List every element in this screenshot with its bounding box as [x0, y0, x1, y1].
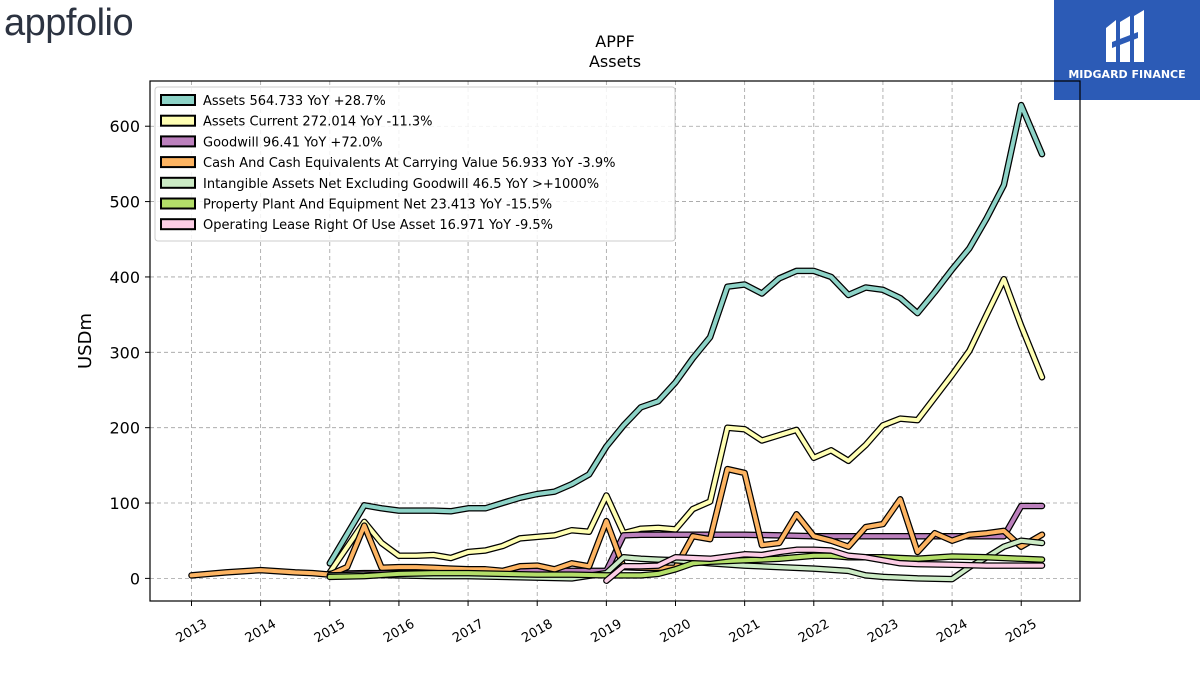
x-tick-label: 2021 [727, 617, 763, 647]
series-lines [188, 101, 1046, 584]
y-tick-label: 0 [130, 569, 140, 588]
y-axis-label: USDm [75, 313, 96, 369]
y-tick-label: 600 [109, 117, 140, 136]
midgard-finance-wordmark: MIDGARD FINANCE [1068, 68, 1186, 81]
y-tick-label: 500 [109, 193, 140, 212]
legend-swatch [160, 114, 196, 127]
series-line-outline [326, 275, 1046, 576]
x-tick-label: 2020 [658, 617, 694, 647]
legend-swatch [160, 218, 196, 231]
legend-entry: Property Plant And Equipment Net 23.413 … [203, 198, 552, 213]
x-tick-label: 2013 [174, 617, 210, 647]
midgard-emblem-icon [1106, 10, 1144, 62]
x-tick-label: 2023 [865, 617, 901, 647]
legend-entry: Cash And Cash Equivalents At Carrying Va… [203, 156, 615, 171]
y-tick-label: 200 [109, 419, 140, 438]
x-axis: 2013 2014 2015 2016 2017 2018 2019 2020 2021 2022… [174, 601, 1040, 646]
legend-swatch [160, 156, 196, 169]
legend-frame [154, 86, 676, 242]
y-tick-label: 300 [109, 343, 140, 362]
y-axis: 0 100 200 300 400 500 600 [109, 117, 150, 588]
legend-entry: Assets Current 272.014 YoY -11.3% [203, 115, 433, 130]
legend-entry: Intangible Assets Net Excluding Goodwill… [203, 177, 599, 192]
legend-swatch [160, 135, 196, 148]
x-tick-label: 2024 [934, 617, 970, 647]
y-tick-label: 100 [109, 494, 140, 513]
x-tick-label: 2015 [312, 617, 348, 647]
plot-frame [149, 80, 1081, 602]
x-tick-label: 2025 [1003, 617, 1039, 647]
legend-swatch [160, 176, 196, 189]
legend-swatch [160, 197, 196, 210]
legend-swatch [160, 94, 196, 106]
legend-entry: Assets 564.733 YoY +28.7% [203, 94, 386, 109]
series-line [604, 547, 1044, 583]
series-property-plant-and-equipment-net [326, 552, 1046, 581]
x-tick-label: 2018 [519, 617, 555, 647]
series-line [327, 553, 1044, 579]
chart-title: APPF [595, 32, 634, 51]
series-assets [326, 101, 1046, 567]
x-tick-label: 2016 [381, 617, 417, 647]
x-tick-label: 2014 [243, 617, 279, 647]
chart-subtitle: Assets [589, 52, 641, 71]
x-tick-label: 2022 [796, 617, 832, 647]
series-operating-lease-right-of-use-asset [603, 546, 1046, 584]
appfolio-logo: appfolio [4, 2, 134, 44]
x-tick-label: 2017 [450, 617, 486, 647]
midgard-finance-logo: MIDGARD FINANCE [1054, 0, 1200, 100]
x-tick-label: 2019 [589, 617, 625, 647]
series-assets-current [326, 275, 1046, 576]
y-tick-label: 400 [109, 268, 140, 287]
series-line [327, 103, 1044, 566]
legend-entry: Operating Lease Right Of Use Asset 16.97… [203, 218, 553, 233]
legend-entry: Goodwill 96.41 YoY +72.0% [203, 135, 383, 150]
legend: Assets 564.733 YoY +28.7% Assets Current … [154, 86, 676, 242]
series-line [327, 277, 1044, 575]
